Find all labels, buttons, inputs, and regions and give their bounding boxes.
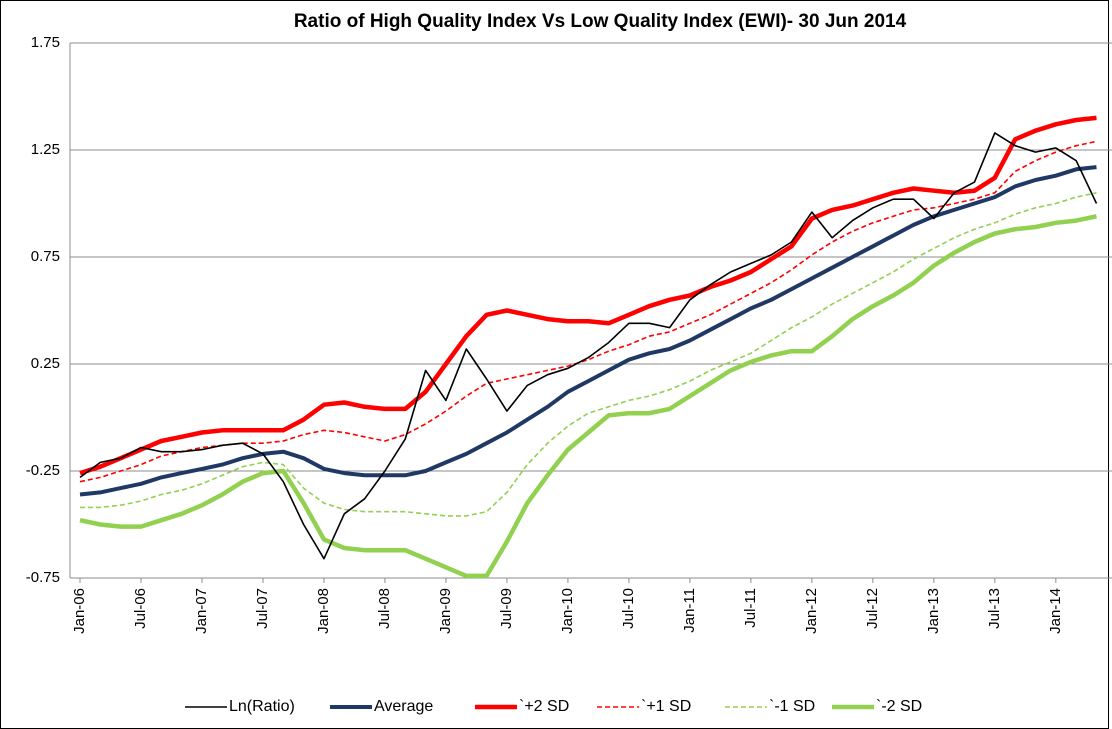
y-tick-label: 1.75 — [31, 34, 60, 51]
series-line — [79, 214, 1097, 579]
x-tick-label: Jul-10 — [620, 588, 637, 629]
legend-label: `+1 SD — [641, 698, 691, 715]
y-tick-label: 0.25 — [31, 355, 60, 372]
x-tick-label: Jul-13 — [986, 588, 1003, 629]
series-line — [79, 115, 1097, 476]
legend-label: `-1 SD — [769, 698, 815, 715]
x-tick-label: Jul-09 — [498, 588, 515, 629]
x-tick-label: Jan-07 — [193, 588, 210, 634]
x-tick-label: Jan-06 — [71, 588, 88, 634]
series-line — [79, 140, 1097, 483]
x-tick-label: Jan-12 — [803, 588, 820, 634]
y-tick-label: 1.25 — [31, 141, 60, 158]
y-tick-label: -0.25 — [26, 462, 60, 479]
x-tick-label: Jul-07 — [254, 588, 271, 629]
x-tick-label: Jan-13 — [925, 588, 942, 634]
x-tick-label: Jul-06 — [132, 588, 149, 629]
series-line — [79, 165, 1097, 497]
x-tick-label: Jul-08 — [376, 588, 393, 629]
legend-label: `-2 SD — [876, 698, 922, 715]
chart-title: Ratio of High Quality Index Vs Low Quali… — [294, 11, 907, 32]
legend-label: `+2 SD — [519, 698, 569, 715]
y-tick-label: -0.75 — [26, 569, 60, 586]
x-tick-label: Jan-11 — [681, 588, 698, 633]
x-tick-label: Jan-09 — [437, 588, 454, 634]
legend-label: Average — [374, 698, 433, 715]
x-tick-label: Jan-14 — [1047, 588, 1064, 634]
legend-label: Ln(Ratio) — [229, 698, 295, 715]
x-tick-label: Jan-08 — [315, 588, 332, 634]
y-tick-label: 0.75 — [31, 248, 60, 265]
x-tick-label: Jul-11 — [742, 588, 759, 628]
series-line — [80, 192, 1097, 517]
x-tick-label: Jul-12 — [864, 588, 881, 629]
series-line — [79, 132, 1098, 560]
x-tick-label: Jan-10 — [559, 588, 576, 634]
